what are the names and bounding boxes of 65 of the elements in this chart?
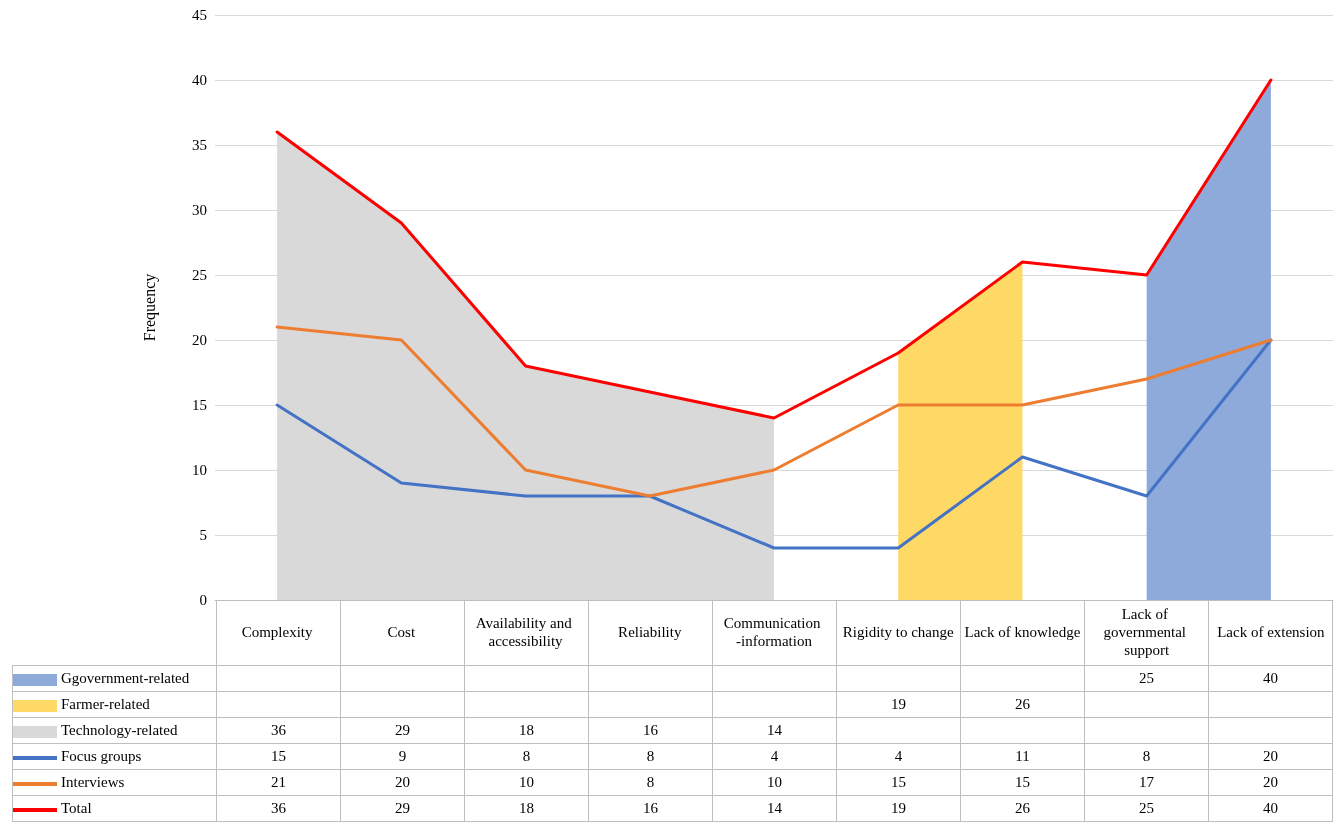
data-label: 25 bbox=[1084, 795, 1209, 822]
legend-label: Farmer-related bbox=[61, 696, 150, 712]
y-tick-label: 30 bbox=[192, 202, 207, 218]
data-label: 26 bbox=[960, 795, 1085, 822]
data-label: 21 bbox=[216, 769, 341, 796]
data-label: 40 bbox=[1208, 795, 1333, 822]
line-series bbox=[275, 325, 1273, 498]
data-label: 15 bbox=[836, 769, 961, 796]
y-tick-label: 5 bbox=[199, 527, 207, 543]
y-tick-label: 45 bbox=[192, 7, 207, 23]
y-tick-label: 20 bbox=[192, 332, 207, 348]
data-label: 16 bbox=[588, 717, 713, 744]
y-tick-label: 15 bbox=[192, 397, 207, 413]
data-label: 19 bbox=[836, 795, 961, 822]
data-label: 26 bbox=[960, 691, 1085, 718]
x-tick-label: Cost bbox=[387, 624, 416, 640]
x-tick-label: Lack of knowledge bbox=[964, 624, 1081, 640]
data-label: 20 bbox=[1208, 769, 1333, 796]
y-axis-title: Frequency bbox=[140, 273, 159, 342]
legend-label: Focus groups bbox=[61, 748, 142, 764]
line-series bbox=[275, 338, 1273, 550]
data-label: 20 bbox=[1208, 743, 1333, 770]
data-label: 36 bbox=[216, 795, 341, 822]
data-label: 10 bbox=[712, 769, 837, 796]
data-label: 19 bbox=[836, 691, 961, 718]
data-label: 8 bbox=[464, 743, 589, 770]
data-label: 15 bbox=[960, 769, 1085, 796]
data-label: 4 bbox=[712, 743, 837, 770]
legend-label: Ggovernment-related bbox=[61, 670, 190, 686]
y-tick-label: 25 bbox=[192, 267, 207, 283]
data-label: 15 bbox=[216, 743, 341, 770]
y-tick-label: 0 bbox=[199, 592, 207, 608]
legend-label: Technology-related bbox=[61, 722, 178, 738]
data-label: 18 bbox=[464, 795, 589, 822]
x-tick-label: Lack of governmental support bbox=[1103, 606, 1190, 658]
data-label: 4 bbox=[836, 743, 961, 770]
data-label: 11 bbox=[960, 743, 1085, 770]
data-label: 8 bbox=[588, 743, 713, 770]
data-label: 29 bbox=[340, 795, 465, 822]
data-label: 18 bbox=[464, 717, 589, 744]
data-label: 36 bbox=[216, 717, 341, 744]
x-tick-label: Lack of extension bbox=[1217, 624, 1326, 640]
data-label: 10 bbox=[464, 769, 589, 796]
y-tick-label: 40 bbox=[192, 72, 207, 88]
data-label: 29 bbox=[340, 717, 465, 744]
data-label: 8 bbox=[588, 769, 713, 796]
line-series bbox=[275, 78, 1273, 420]
x-tick-label: Reliability bbox=[618, 624, 682, 640]
data-label: 14 bbox=[712, 795, 837, 822]
x-tick-label: Communication -information bbox=[723, 615, 825, 649]
legend-label: Interviews bbox=[61, 774, 125, 790]
data-label: 9 bbox=[340, 743, 465, 770]
x-tick-label: Rigidity to change bbox=[842, 624, 954, 640]
x-tick-label: Complexity bbox=[241, 624, 314, 640]
data-label: 17 bbox=[1084, 769, 1209, 796]
legend-label: Total bbox=[61, 800, 92, 816]
data-label: 8 bbox=[1084, 743, 1209, 770]
data-label: 14 bbox=[712, 717, 837, 744]
data-label: 25 bbox=[1084, 665, 1209, 692]
data-label: 16 bbox=[588, 795, 713, 822]
y-tick-label: 10 bbox=[192, 462, 207, 478]
data-label: 20 bbox=[340, 769, 465, 796]
data-label: 40 bbox=[1208, 665, 1333, 692]
x-tick-label: Availability and accessibility bbox=[475, 615, 576, 649]
y-tick-label: 35 bbox=[192, 137, 207, 153]
